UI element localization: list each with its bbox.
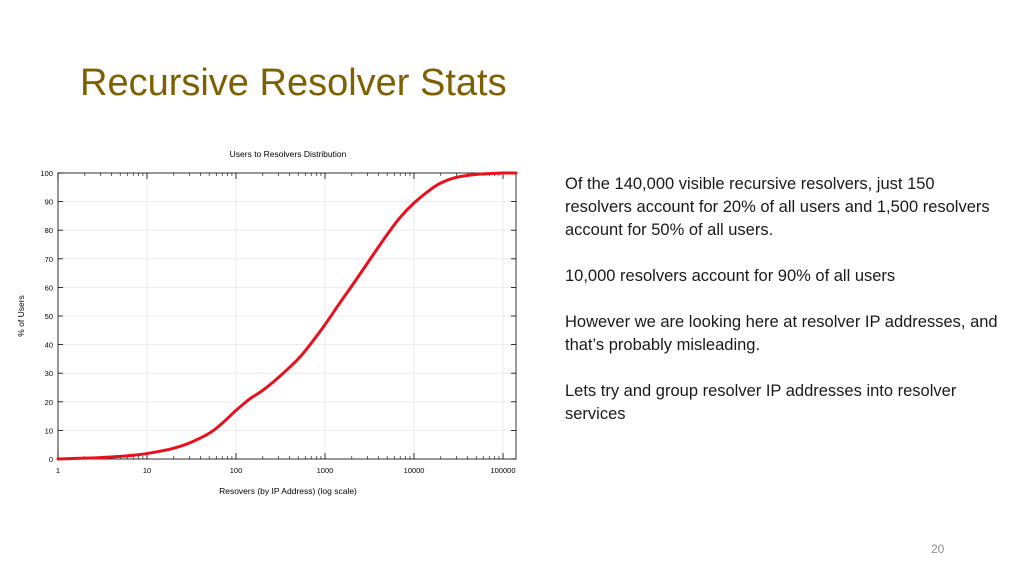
y-tick-label: 10 — [45, 426, 53, 435]
page-number: 20 — [931, 542, 945, 556]
slide-title: Recursive Resolver Stats — [80, 62, 507, 104]
x-tick-label: 1000 — [317, 466, 334, 475]
paragraph: However we are looking here at resolver … — [565, 313, 998, 354]
paragraph: Lets try and group resolver IP addresses… — [565, 382, 957, 423]
chart: 0 10 20 30 40 50 60 70 80 90 100 1 10 100 1000 10000 100… — [0, 140, 540, 510]
y-tick-label: 50 — [45, 312, 53, 321]
plot-frame — [57, 172, 517, 460]
x-tick-label: 100 — [230, 466, 243, 475]
y-tick-label: 70 — [45, 255, 53, 264]
y-axis-label: % of Users — [16, 295, 26, 337]
y-tick-label: 90 — [45, 198, 53, 207]
y-tick-label: 0 — [49, 455, 53, 464]
series-line — [56, 171, 518, 461]
chart-title: Users to Resolvers Distribution — [230, 149, 347, 159]
body-text: Of the 140,000 visible recursive resolve… — [565, 173, 1005, 449]
x-tick-label: 10000 — [404, 466, 425, 475]
y-tick-label: 80 — [45, 226, 53, 235]
y-tick-label: 40 — [45, 341, 53, 350]
paragraph: 10,000 resolvers account for 90% of all … — [565, 267, 896, 285]
gridlines — [57, 172, 516, 460]
x-tick-label: 100000 — [490, 466, 515, 475]
y-tick-label: 30 — [45, 369, 53, 378]
x-axis-label: Resovers (by IP Address) (log scale) — [219, 486, 357, 496]
paragraph: Of the 140,000 visible recursive resolve… — [565, 175, 990, 239]
y-tick-label: 20 — [45, 398, 53, 407]
x-tick-label: 1 — [56, 466, 60, 475]
x-tick-label: 10 — [143, 466, 151, 475]
y-tick-label: 60 — [45, 283, 53, 292]
y-tick-label: 100 — [40, 169, 53, 178]
